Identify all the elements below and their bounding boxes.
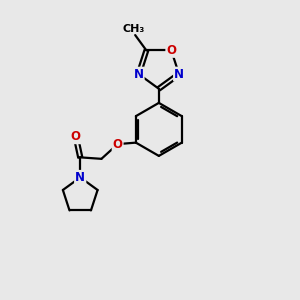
Text: O: O <box>112 138 123 151</box>
Text: O: O <box>71 130 81 143</box>
Text: N: N <box>75 171 85 184</box>
Text: O: O <box>166 44 176 57</box>
Text: CH₃: CH₃ <box>123 24 145 34</box>
Text: N: N <box>134 68 144 81</box>
Text: N: N <box>174 68 184 81</box>
Text: N: N <box>75 171 85 184</box>
